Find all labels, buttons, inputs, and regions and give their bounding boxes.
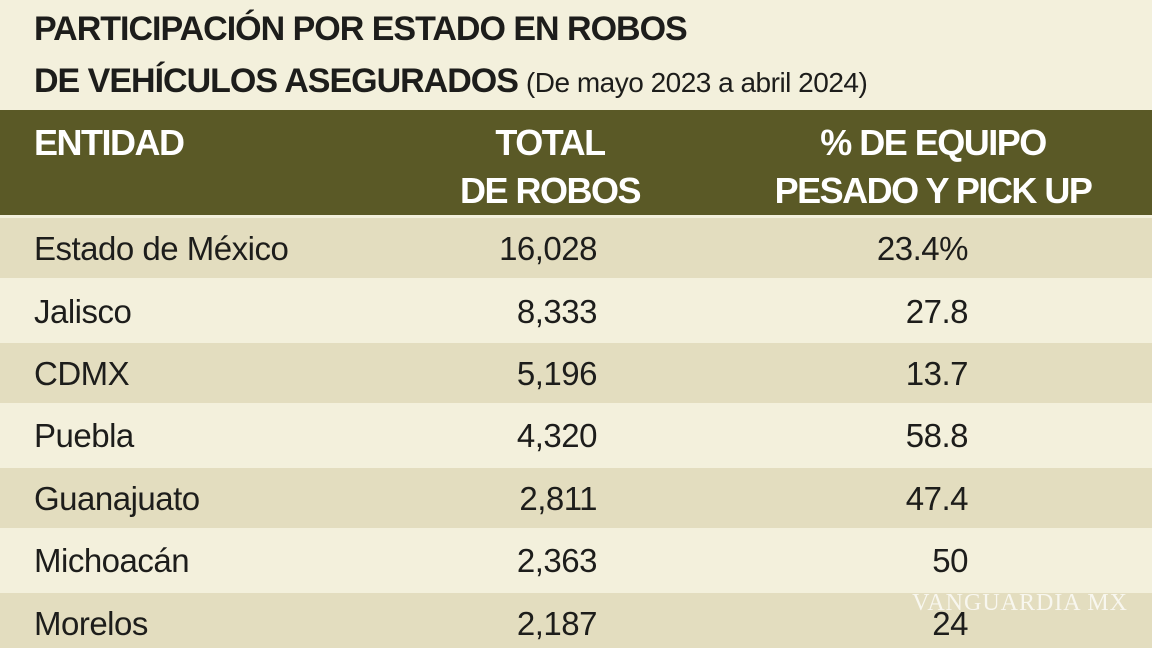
header-cell: DE ROBOS: [459, 170, 642, 211]
header-cell: PESADO Y PICK UP: [774, 170, 1093, 211]
cell: CDMX: [34, 355, 130, 392]
cell: Michoacán: [34, 542, 190, 579]
cell: 2,363: [516, 542, 598, 579]
table-row: [0, 530, 1152, 590]
table-row: [0, 218, 1152, 278]
title: PARTICIPACIÓN POR ESTADO EN ROBOS: [34, 10, 688, 48]
header-cell: % DE EQUIPO: [820, 122, 1047, 163]
cell: Guanajuato: [34, 480, 200, 517]
cell: Estado de México: [34, 230, 289, 267]
watermark: VANGUARDIA MX: [912, 590, 1128, 616]
cell: Puebla: [34, 417, 134, 454]
table-row: [0, 593, 1152, 648]
cell: 50: [932, 542, 968, 579]
cell: 27.8: [905, 293, 969, 330]
table-row: [0, 468, 1152, 528]
cell: 13.7: [905, 355, 969, 392]
cell: Morelos: [34, 605, 148, 642]
title: DE VEHÍCULOS ASEGURADOS (De mayo 2023 a a…: [34, 62, 868, 100]
cell: 58.8: [905, 417, 969, 454]
title: DE VEHÍCULOS ASEGURADOS: [34, 62, 519, 100]
cell: 24: [932, 605, 968, 642]
table-row: [0, 405, 1152, 465]
table-row: [0, 343, 1152, 403]
cell: 2,811: [519, 480, 597, 517]
cell: Jalisco: [34, 293, 132, 330]
table-header: [0, 110, 1152, 215]
cell: 47.4: [905, 480, 969, 517]
cell: 8,333: [516, 293, 598, 330]
cell: 5,196: [516, 355, 598, 392]
cell: 4,320: [516, 417, 598, 454]
cell: 2,187: [516, 605, 598, 642]
subtitle: (De mayo 2023 a abril 2024): [525, 67, 868, 98]
table-row: [0, 281, 1152, 341]
header-cell: ENTIDAD: [34, 122, 185, 163]
header-cell: TOTAL: [495, 122, 606, 163]
cell: 16,028: [499, 230, 597, 267]
cell: 23.4%: [876, 230, 969, 267]
